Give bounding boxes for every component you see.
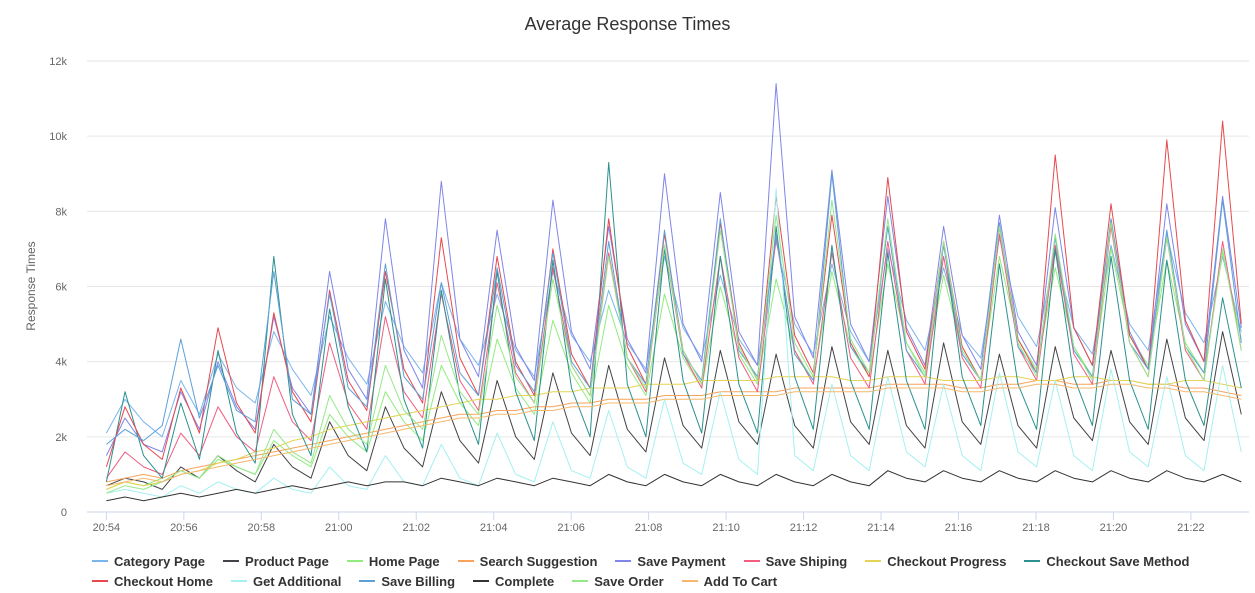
legend-label: Save Billing — [381, 573, 456, 589]
x-tick-label: 21:06 — [557, 522, 585, 534]
series-lines — [105, 83, 1242, 502]
y-tick-label: 4k — [55, 357, 67, 369]
x-tick-label: 21:22 — [1177, 522, 1205, 534]
legend-swatch — [223, 560, 240, 562]
legend-label: Checkout Save Method — [1046, 553, 1190, 569]
series-line-save-order — [106, 199, 1242, 494]
legend-item-add-to-cart[interactable]: Add To Cart — [681, 572, 778, 590]
y-tick-label: 2k — [55, 432, 67, 444]
legend-swatch — [615, 560, 632, 562]
legend-swatch — [681, 580, 698, 582]
y-tick-label: 8k — [55, 206, 67, 218]
x-tick-label: 21:20 — [1100, 522, 1128, 534]
x-tick-label: 21:02 — [402, 522, 430, 534]
legend-item-save-order[interactable]: Save Order — [572, 572, 664, 590]
series-line-save-payment — [105, 83, 1242, 456]
series-line-complete — [106, 470, 1242, 502]
legend-item-checkout-home[interactable]: Checkout Home — [92, 572, 213, 590]
y-tick-label: 0 — [61, 507, 67, 519]
x-tick-label: 20:56 — [170, 522, 198, 534]
legend-swatch — [743, 560, 760, 562]
legend-swatch — [865, 560, 882, 562]
legend-label: Save Payment — [637, 553, 726, 569]
y-tick-label: 12k — [49, 56, 67, 68]
x-tick-label: 21:16 — [945, 522, 973, 534]
legend-swatch — [572, 580, 589, 582]
legend-label: Product Page — [245, 553, 329, 569]
y-axis-label: Response Times — [24, 241, 38, 330]
legend-label: Search Suggestion — [479, 553, 598, 569]
x-tick-label: 21:08 — [635, 522, 663, 534]
legend-item-checkout-progress[interactable]: Checkout Progress — [865, 552, 1006, 570]
legend-item-search-suggestion[interactable]: Search Suggestion — [457, 552, 598, 570]
legend-swatch — [230, 580, 247, 582]
legend-swatch — [92, 580, 108, 582]
x-tick-label: 21:00 — [325, 522, 353, 534]
legend-item-category-page[interactable]: Category Page — [92, 552, 205, 570]
legend-item-complete[interactable]: Complete — [473, 572, 554, 590]
legend-label: Complete — [495, 573, 555, 589]
x-tick-label: 20:58 — [248, 522, 276, 534]
legend-label: Get Additional — [252, 573, 342, 589]
legend-item-save-billing[interactable]: Save Billing — [359, 572, 455, 590]
y-axis-ticks: 0 2k 4k 6k 8k 10k 12k — [49, 56, 67, 519]
legend-item-save-payment[interactable]: Save Payment — [615, 552, 726, 570]
legend-swatch — [359, 580, 376, 582]
series-line-product-page — [106, 331, 1242, 490]
legend-item-get-additional[interactable]: Get Additional — [230, 572, 342, 590]
legend: Category Page Product Page Home Page Search… — [92, 550, 1212, 590]
x-tick-label: 21:18 — [1022, 522, 1050, 534]
legend-item-product-page[interactable]: Product Page — [223, 552, 329, 570]
chart-title: Average Response Times — [524, 14, 731, 34]
legend-swatch — [1024, 560, 1041, 562]
legend-item-save-shiping[interactable]: Save Shiping — [743, 552, 848, 570]
series-line-checkout-save-method — [105, 162, 1242, 483]
legend-item-home-page[interactable]: Home Page — [346, 552, 440, 570]
series-line-checkout-progress — [106, 376, 1242, 490]
legend-label: Category Page — [114, 553, 206, 569]
y-tick-label: 6k — [55, 282, 67, 294]
legend-item-checkout-save-method[interactable]: Checkout Save Method — [1024, 552, 1189, 570]
series-line-home-page — [106, 248, 1242, 490]
legend-swatch — [92, 560, 108, 562]
x-tick-label: 21:04 — [480, 522, 508, 534]
legend-swatch — [473, 580, 490, 582]
legend-label: Save Order — [594, 573, 664, 589]
x-tick-label: 20:54 — [93, 522, 121, 534]
series-line-save-shiping — [105, 225, 1242, 479]
legend-swatch — [457, 560, 474, 562]
legend-label: Checkout Home — [114, 573, 213, 589]
legend-swatch — [346, 560, 363, 562]
series-line-add-to-cart — [106, 383, 1242, 487]
legend-label: Add To Cart — [703, 573, 778, 589]
x-tick-label: 21:14 — [867, 522, 895, 534]
x-axis-ticks: 20:54 20:56 20:58 21:00 21:02 21:04 21:06 21:08… — [93, 512, 1205, 534]
series-line-get-additional — [106, 188, 1242, 498]
legend-label: Home Page — [368, 553, 440, 569]
legend-label: Checkout Progress — [887, 553, 1007, 569]
y-tick-label: 10k — [49, 131, 67, 143]
x-tick-label: 21:12 — [790, 522, 818, 534]
x-tick-label: 21:10 — [712, 522, 740, 534]
legend-label: Save Shiping — [765, 553, 848, 569]
